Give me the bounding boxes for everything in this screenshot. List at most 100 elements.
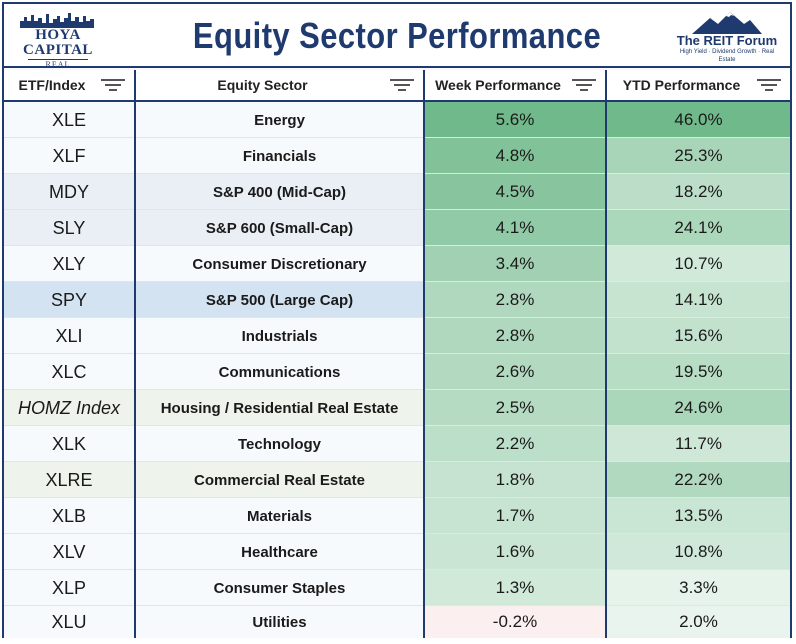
column-header-label: ETF/Index	[18, 77, 86, 93]
filter-icon[interactable]	[100, 77, 126, 93]
column-header-week[interactable]: Week Performance	[425, 70, 605, 102]
logo-right-line2: High Yield · Dividend Growth · Real Esta…	[679, 49, 775, 63]
column-divider	[605, 70, 607, 636]
sector-name-cell: S&P 400 (Mid-Cap)	[136, 174, 423, 210]
table-row: XLY Consumer Discretionary 3.4% 10.7%	[4, 246, 790, 282]
sector-name-cell: Consumer Discretionary	[136, 246, 423, 282]
ytd-performance-cell: 25.3%	[607, 138, 790, 174]
week-performance-cell: 2.8%	[425, 282, 605, 318]
sector-name-cell: Financials	[136, 138, 423, 174]
row-divider	[4, 173, 790, 174]
column-header-label: YTD Performance	[622, 77, 741, 93]
row-divider	[4, 353, 790, 354]
week-performance-cell: 1.3%	[425, 570, 605, 606]
table-row: MDY S&P 400 (Mid-Cap) 4.5% 18.2%	[4, 174, 790, 210]
sector-name-cell: Technology	[136, 426, 423, 462]
etf-ticker-cell: XLC	[4, 354, 134, 390]
sector-name-cell: Industrials	[136, 318, 423, 354]
etf-ticker-cell: XLRE	[4, 462, 134, 498]
column-header-etf[interactable]: ETF/Index	[4, 70, 134, 102]
week-performance-cell: 4.5%	[425, 174, 605, 210]
etf-ticker-cell: XLP	[4, 570, 134, 606]
ytd-performance-cell: 46.0%	[607, 102, 790, 138]
week-performance-cell: 2.2%	[425, 426, 605, 462]
table-row: XLRE Commercial Real Estate 1.8% 22.2%	[4, 462, 790, 498]
week-performance-cell: 4.8%	[425, 138, 605, 174]
sector-name-cell: Commercial Real Estate	[136, 462, 423, 498]
sector-name-cell: S&P 500 (Large Cap)	[136, 282, 423, 318]
table-row: XLE Energy 5.6% 46.0%	[4, 102, 790, 138]
week-performance-cell: 1.8%	[425, 462, 605, 498]
column-header-sector[interactable]: Equity Sector	[136, 70, 423, 102]
table-row: XLU Utilities -0.2% 2.0%	[4, 606, 790, 638]
header-bar: HOYA CAPITAL REAL ESTATE Equity Sector P…	[4, 4, 790, 78]
sector-name-cell: Energy	[136, 102, 423, 138]
table-row: XLB Materials 1.7% 13.5%	[4, 498, 790, 534]
sector-name-cell: Utilities	[136, 606, 423, 638]
mountain-icon	[692, 12, 762, 34]
week-performance-cell: 1.6%	[425, 534, 605, 570]
etf-ticker-cell: MDY	[4, 174, 134, 210]
row-divider	[4, 245, 790, 246]
table-row: SLY S&P 600 (Small-Cap) 4.1% 24.1%	[4, 210, 790, 246]
table-row: SPY S&P 500 (Large Cap) 2.8% 14.1%	[4, 282, 790, 318]
ytd-performance-cell: 10.7%	[607, 246, 790, 282]
row-divider	[4, 497, 790, 498]
etf-ticker-cell: SPY	[4, 282, 134, 318]
reit-forum-logo: The REIT Forum High Yield · Dividend Gro…	[672, 10, 782, 63]
sector-name-cell: Consumer Staples	[136, 570, 423, 606]
sector-name-cell: Housing / Residential Real Estate	[136, 390, 423, 426]
week-performance-cell: 2.6%	[425, 354, 605, 390]
row-divider	[4, 209, 790, 210]
sector-name-cell: Materials	[136, 498, 423, 534]
ytd-performance-cell: 2.0%	[607, 606, 790, 638]
sector-name-cell: Healthcare	[136, 534, 423, 570]
ytd-performance-cell: 18.2%	[607, 174, 790, 210]
table-row: HOMZ Index Housing / Residential Real Est…	[4, 390, 790, 426]
ytd-performance-cell: 3.3%	[607, 570, 790, 606]
week-performance-cell: 2.5%	[425, 390, 605, 426]
ytd-performance-cell: 10.8%	[607, 534, 790, 570]
week-performance-cell: 2.8%	[425, 318, 605, 354]
ytd-performance-cell: 13.5%	[607, 498, 790, 534]
etf-ticker-cell: XLK	[4, 426, 134, 462]
ytd-performance-cell: 19.5%	[607, 354, 790, 390]
etf-ticker-cell: XLY	[4, 246, 134, 282]
ytd-performance-cell: 11.7%	[607, 426, 790, 462]
table-row: XLI Industrials 2.8% 15.6%	[4, 318, 790, 354]
column-header-ytd[interactable]: YTD Performance	[607, 70, 790, 102]
etf-ticker-cell: HOMZ Index	[4, 390, 134, 426]
table-row: XLK Technology 2.2% 11.7%	[4, 426, 790, 462]
table-row: XLC Communications 2.6% 19.5%	[4, 354, 790, 390]
page-title: Equity Sector Performance	[192, 15, 602, 56]
row-divider	[4, 281, 790, 282]
row-divider	[4, 461, 790, 462]
logo-left-line1: HOYA CAPITAL	[23, 27, 93, 58]
week-performance-cell: 4.1%	[425, 210, 605, 246]
row-divider	[4, 389, 790, 390]
sector-name-cell: Communications	[136, 354, 423, 390]
week-performance-cell: 5.6%	[425, 102, 605, 138]
week-performance-cell: 1.7%	[425, 498, 605, 534]
row-divider	[4, 425, 790, 426]
etf-ticker-cell: SLY	[4, 210, 134, 246]
table-row: XLP Consumer Staples 1.3% 3.3%	[4, 570, 790, 606]
etf-ticker-cell: XLV	[4, 534, 134, 570]
column-header-label: Equity Sector	[217, 77, 308, 93]
filter-icon[interactable]	[389, 77, 415, 93]
ytd-performance-cell: 24.1%	[607, 210, 790, 246]
ytd-performance-cell: 15.6%	[607, 318, 790, 354]
etf-ticker-cell: XLE	[4, 102, 134, 138]
logo-right-line1: The REIT Forum	[676, 33, 778, 48]
filter-icon[interactable]	[756, 77, 782, 93]
week-performance-cell: 3.4%	[425, 246, 605, 282]
row-divider	[4, 569, 790, 570]
etf-ticker-cell: XLI	[4, 318, 134, 354]
column-divider	[423, 70, 425, 636]
ytd-performance-cell: 24.6%	[607, 390, 790, 426]
row-divider	[4, 605, 790, 606]
filter-icon[interactable]	[571, 77, 597, 93]
row-divider	[4, 137, 790, 138]
sector-name-cell: S&P 600 (Small-Cap)	[136, 210, 423, 246]
